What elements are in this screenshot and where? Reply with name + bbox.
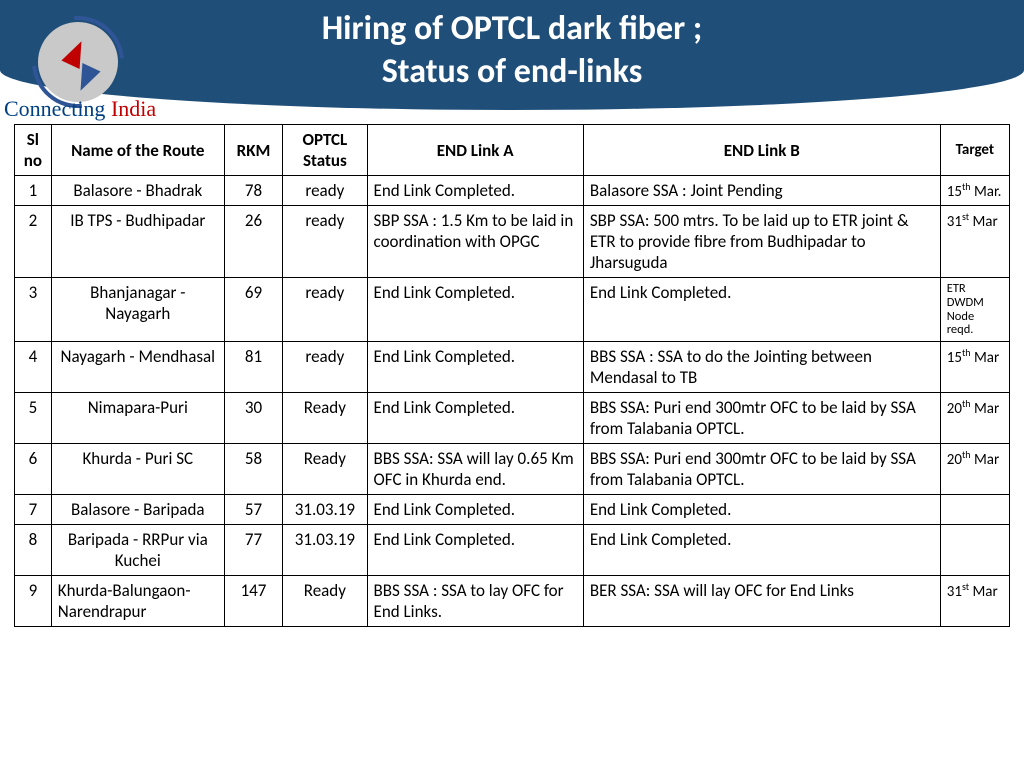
cell-link-b: BER SSA: SSA will lay OFC for End Links xyxy=(583,576,940,627)
cell-slno: 6 xyxy=(15,444,52,495)
cell-status: ready xyxy=(283,206,367,278)
cell-link-b: BBS SSA : SSA to do the Jointing between… xyxy=(583,342,940,393)
col-header-route: Name of the Route xyxy=(51,125,224,176)
cell-status: Ready xyxy=(283,576,367,627)
cell-target: 15th Mar. xyxy=(940,176,1009,206)
cell-status: ready xyxy=(283,342,367,393)
col-header-link-b: END Link B xyxy=(583,125,940,176)
table-row: 4Nayagarh - Mendhasal81readyEnd Link Com… xyxy=(15,342,1010,393)
cell-target: 31st Mar xyxy=(940,206,1009,278)
slide: Connecting India Hiring of OPTCL dark fi… xyxy=(0,0,1024,768)
cell-link-a: End Link Completed. xyxy=(367,393,583,444)
col-header-status: OPTCL Status xyxy=(283,125,367,176)
cell-slno: 9 xyxy=(15,576,52,627)
cell-route: Balasore - Bhadrak xyxy=(51,176,224,206)
cell-link-b: End Link Completed. xyxy=(583,495,940,525)
table-body: 1Balasore - Bhadrak78readyEnd Link Compl… xyxy=(15,176,1010,627)
cell-route: Khurda - Puri SC xyxy=(51,444,224,495)
cell-rkm: 57 xyxy=(224,495,282,525)
cell-status: Ready xyxy=(283,393,367,444)
cell-link-a: End Link Completed. xyxy=(367,278,583,342)
cell-status: ready xyxy=(283,176,367,206)
cell-link-a: BBS SSA : SSA to lay OFC for End Links. xyxy=(367,576,583,627)
cell-target: 20th Mar xyxy=(940,393,1009,444)
cell-route: Baripada - RRPur via Kuchei xyxy=(51,525,224,576)
cell-rkm: 26 xyxy=(224,206,282,278)
table-row: 3Bhanjanagar - Nayagarh69readyEnd Link C… xyxy=(15,278,1010,342)
col-header-target: Target xyxy=(940,125,1009,176)
cell-rkm: 77 xyxy=(224,525,282,576)
cell-slno: 2 xyxy=(15,206,52,278)
cell-link-a: SBP SSA : 1.5 Km to be laid in coordinat… xyxy=(367,206,583,278)
page-title: Hiring of OPTCL dark fiber ; Status of e… xyxy=(0,8,1024,93)
cell-rkm: 81 xyxy=(224,342,282,393)
col-header-link-a: END Link A xyxy=(367,125,583,176)
cell-target xyxy=(940,495,1009,525)
cell-status: ready xyxy=(283,278,367,342)
cell-route: Khurda-Balungaon-Narendrapur xyxy=(51,576,224,627)
cell-link-b: BBS SSA: Puri end 300mtr OFC to be laid … xyxy=(583,444,940,495)
cell-rkm: 78 xyxy=(224,176,282,206)
table-row: 1Balasore - Bhadrak78readyEnd Link Compl… xyxy=(15,176,1010,206)
cell-link-b: End Link Completed. xyxy=(583,525,940,576)
cell-status: 31.03.19 xyxy=(283,495,367,525)
cell-link-b: BBS SSA: Puri end 300mtr OFC to be laid … xyxy=(583,393,940,444)
table-header-row: Sl no Name of the Route RKM OPTCL Status… xyxy=(15,125,1010,176)
cell-link-a: BBS SSA: SSA will lay 0.65 Km OFC in Khu… xyxy=(367,444,583,495)
table-row: 5Nimapara-Puri30ReadyEnd Link Completed.… xyxy=(15,393,1010,444)
cell-target: ETR DWDM Node reqd. xyxy=(940,278,1009,342)
cell-slno: 4 xyxy=(15,342,52,393)
title-line-2: Status of end-links xyxy=(382,51,643,92)
tagline-word-1: Connecting xyxy=(4,96,105,121)
cell-route: IB TPS - Budhipadar xyxy=(51,206,224,278)
cell-slno: 7 xyxy=(15,495,52,525)
table-row: 8Baripada - RRPur via Kuchei7731.03.19En… xyxy=(15,525,1010,576)
cell-route: Balasore - Baripada xyxy=(51,495,224,525)
cell-slno: 3 xyxy=(15,278,52,342)
tagline-word-2: India xyxy=(111,96,156,121)
cell-target xyxy=(940,525,1009,576)
cell-route: Nayagarh - Mendhasal xyxy=(51,342,224,393)
status-table: Sl no Name of the Route RKM OPTCL Status… xyxy=(14,124,1010,627)
cell-link-b: End Link Completed. xyxy=(583,278,940,342)
cell-target: 20th Mar xyxy=(940,444,1009,495)
cell-slno: 5 xyxy=(15,393,52,444)
col-header-rkm: RKM xyxy=(224,125,282,176)
cell-link-b: SBP SSA: 500 mtrs. To be laid up to ETR … xyxy=(583,206,940,278)
table-head: Sl no Name of the Route RKM OPTCL Status… xyxy=(15,125,1010,176)
cell-target: 15th Mar xyxy=(940,342,1009,393)
cell-route: Nimapara-Puri xyxy=(51,393,224,444)
cell-status: Ready xyxy=(283,444,367,495)
cell-rkm: 58 xyxy=(224,444,282,495)
cell-rkm: 147 xyxy=(224,576,282,627)
cell-link-a: End Link Completed. xyxy=(367,342,583,393)
cell-rkm: 30 xyxy=(224,393,282,444)
cell-link-a: End Link Completed. xyxy=(367,176,583,206)
col-header-slno: Sl no xyxy=(15,125,52,176)
cell-slno: 1 xyxy=(15,176,52,206)
cell-route: Bhanjanagar - Nayagarh xyxy=(51,278,224,342)
table-row: 7Balasore - Baripada5731.03.19End Link C… xyxy=(15,495,1010,525)
cell-link-b: Balasore SSA : Joint Pending xyxy=(583,176,940,206)
cell-rkm: 69 xyxy=(224,278,282,342)
title-line-1: Hiring of OPTCL dark fiber ; xyxy=(322,8,703,49)
cell-target: 31st Mar xyxy=(940,576,1009,627)
table-row: 6Khurda - Puri SC58ReadyBBS SSA: SSA wil… xyxy=(15,444,1010,495)
cell-link-a: End Link Completed. xyxy=(367,495,583,525)
table-row: 9Khurda-Balungaon-Narendrapur147ReadyBBS… xyxy=(15,576,1010,627)
cell-slno: 8 xyxy=(15,525,52,576)
cell-status: 31.03.19 xyxy=(283,525,367,576)
tagline: Connecting India xyxy=(4,96,156,122)
table-row: 2IB TPS - Budhipadar26readySBP SSA : 1.5… xyxy=(15,206,1010,278)
cell-link-a: End Link Completed. xyxy=(367,525,583,576)
